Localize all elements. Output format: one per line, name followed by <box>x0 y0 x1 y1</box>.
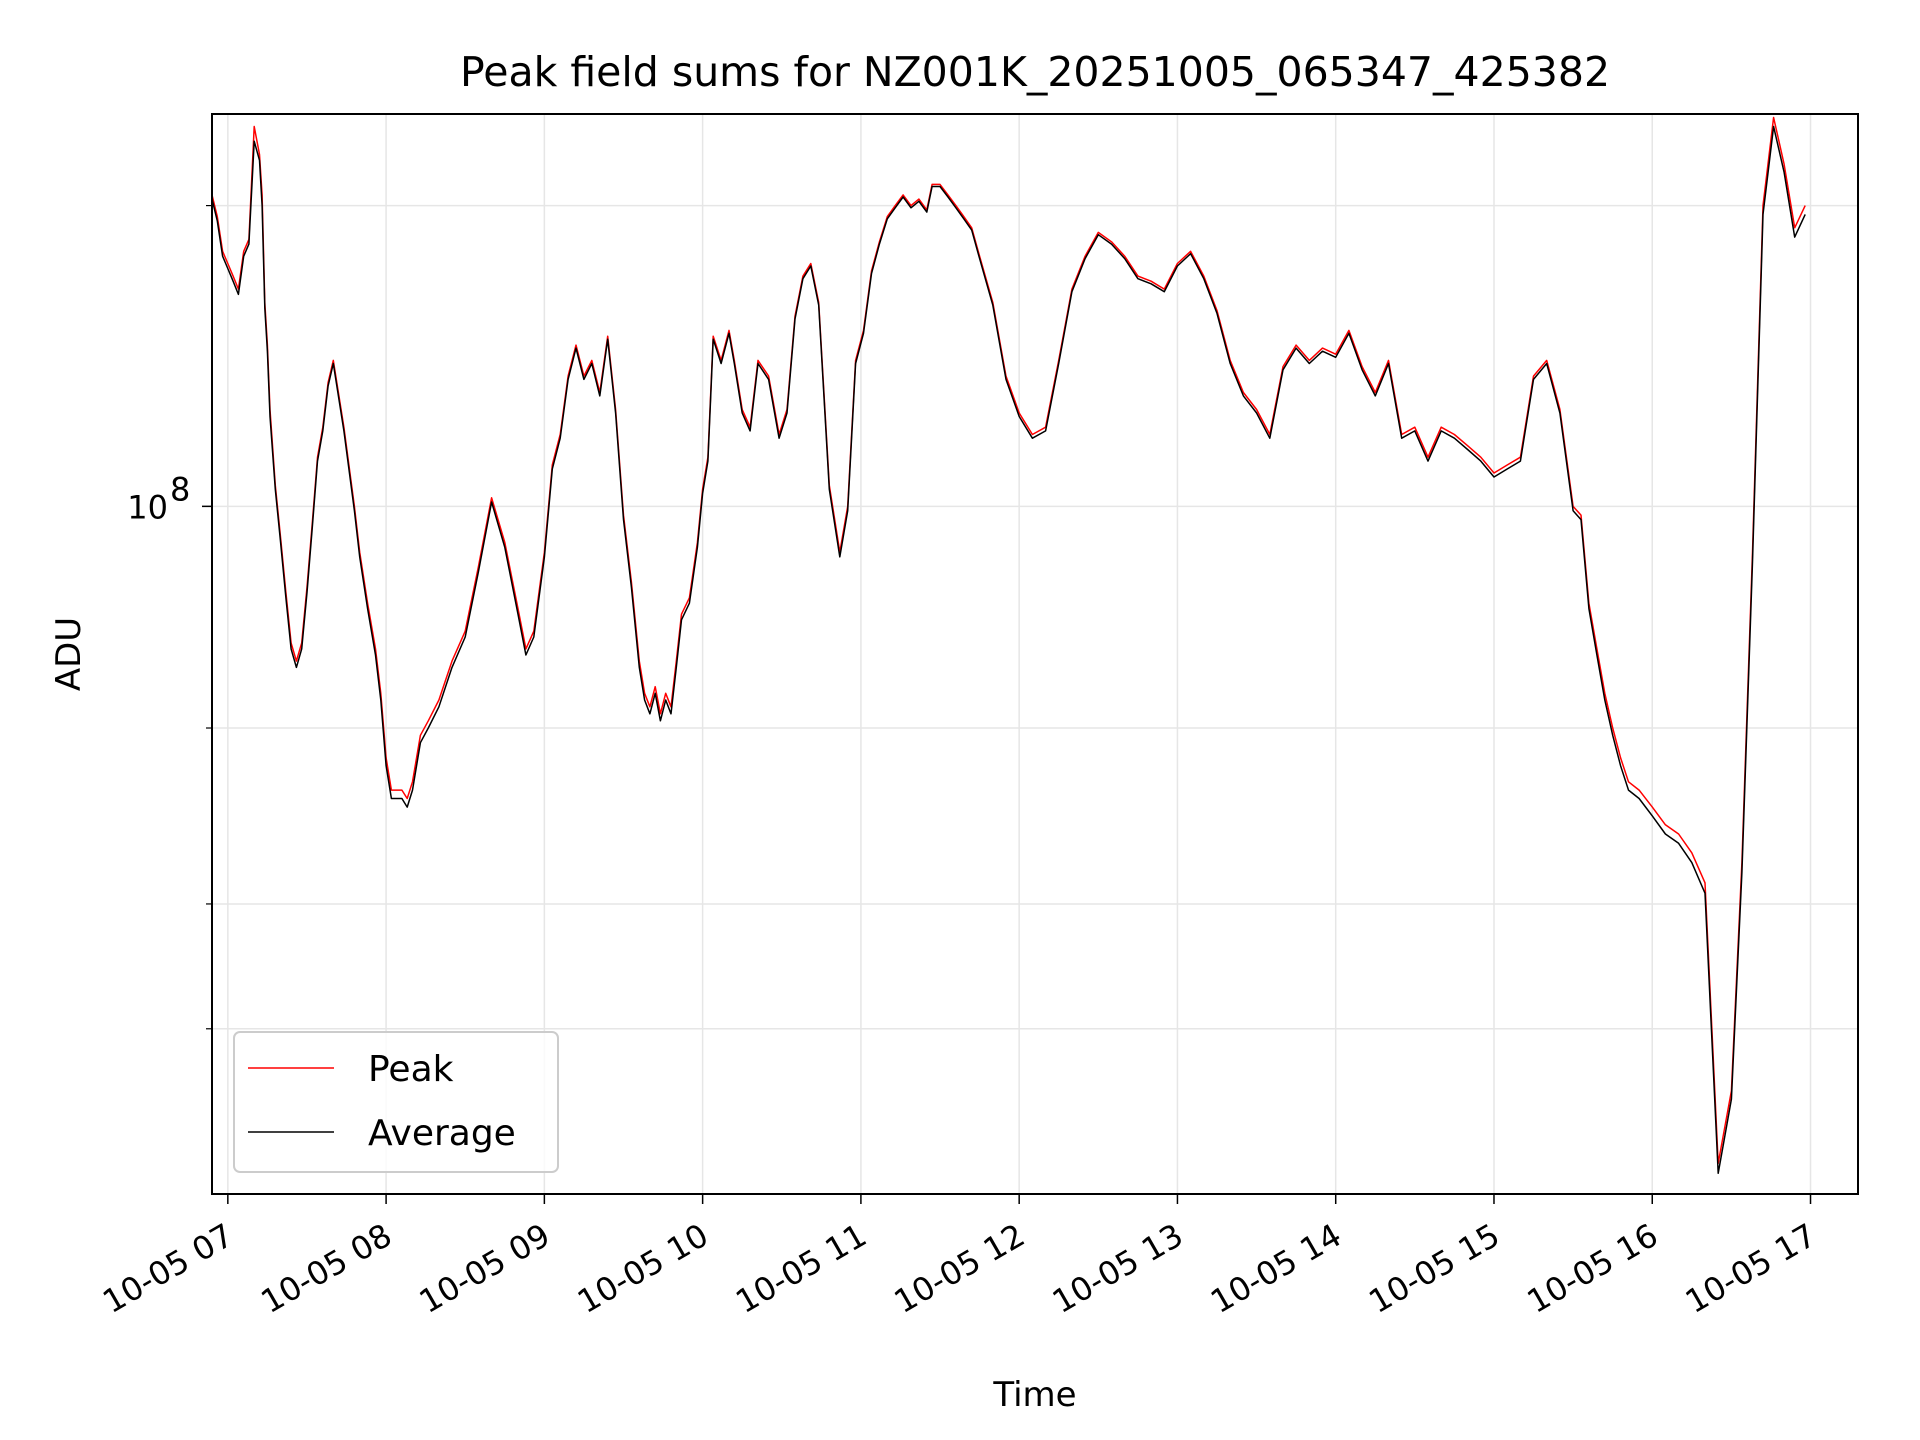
x-axis-label: Time <box>992 1375 1076 1415</box>
series-line-average <box>211 125 1806 1175</box>
y-tick-label: 10 <box>127 488 168 526</box>
y-axis-label: ADU <box>49 617 89 691</box>
legend-box <box>233 1031 559 1173</box>
legend-label-peak: Peak <box>368 1049 454 1090</box>
y-axis: 10 8 <box>127 204 212 1030</box>
series-layer <box>211 116 1806 1175</box>
y-tick-label-exponent: 8 <box>170 470 190 508</box>
legend: Peak Average <box>233 1031 559 1173</box>
legend-label-average: Average <box>368 1113 516 1154</box>
grid <box>212 114 1858 1194</box>
plot-frame <box>211 113 1859 1195</box>
chart-title: Peak field sums for NZ001K_20251005_0653… <box>460 48 1610 96</box>
